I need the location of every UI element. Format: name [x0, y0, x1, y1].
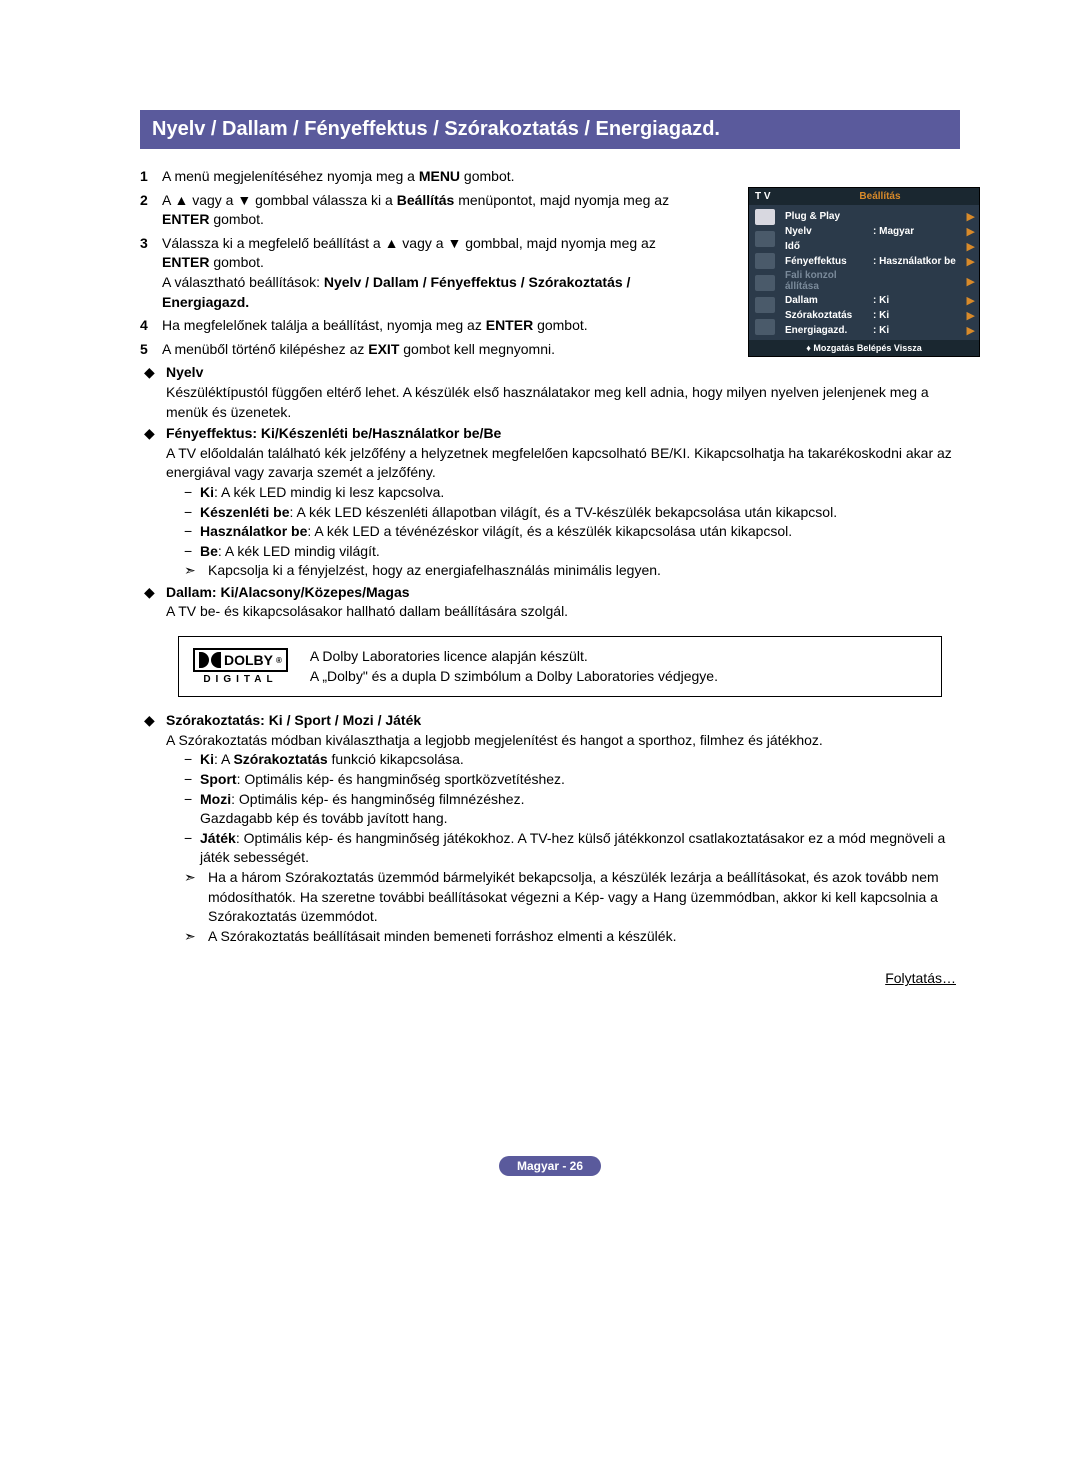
- dolby-logo: DOLBY® DIGITAL: [193, 648, 288, 685]
- osd-icon: [755, 209, 775, 225]
- bullet-text: Készüléktípustól függően eltérő lehet. A…: [166, 384, 929, 420]
- step-row: 3 Válassza ki a megfelelő beállítást a ▲…: [140, 234, 700, 312]
- bullet-text: A TV előoldalán található kék jelzőfény …: [166, 445, 952, 481]
- dash-item: −Be: A kék LED mindig világít.: [166, 542, 960, 562]
- osd-icon: [755, 253, 775, 269]
- osd-row: Energiagazd.: Ki▶: [785, 323, 975, 338]
- osd-row: Szórakoztatás: Ki▶: [785, 308, 975, 323]
- diamond-icon: ◆: [140, 363, 166, 422]
- dash-item: −Mozi: Optimális kép- és hangminőség fil…: [166, 790, 960, 829]
- page-footer: Magyar - 26: [140, 1156, 960, 1176]
- osd-footer: ♦ Mozgatás Belépés Vissza: [749, 340, 979, 356]
- diamond-icon: ◆: [140, 583, 166, 622]
- bullet-fenyeffektus: ◆ Fényeffektus: Ki/Készenléti be/Használ…: [140, 424, 960, 581]
- page-number-pill: Magyar - 26: [499, 1156, 601, 1176]
- dash-item: −Sport: Optimális kép- és hangminőség sp…: [166, 770, 960, 790]
- dolby-line1: A Dolby Laboratories licence alapján kés…: [310, 647, 718, 667]
- step-number: 3: [140, 234, 162, 312]
- step-number: 4: [140, 316, 162, 336]
- step-number: 5: [140, 340, 162, 360]
- note-item: ➣A Szórakoztatás beállításait minden bem…: [166, 927, 960, 947]
- step-text: Ha megfelelőnek találja a beállítást, ny…: [162, 316, 700, 336]
- bullet-title: Nyelv: [166, 364, 203, 380]
- bullet-dallam: ◆ Dallam: Ki/Alacsony/Közepes/Magas A TV…: [140, 583, 960, 622]
- osd-tv-label: T V: [755, 191, 787, 202]
- step-text: A menüből történő kilépéshez az EXIT gom…: [162, 340, 700, 360]
- page-title: Nyelv / Dallam / Fényeffektus / Szórakoz…: [140, 110, 960, 149]
- step-text: Válassza ki a megfelelő beállítást a ▲ v…: [162, 234, 700, 312]
- dolby-digital-label: DIGITAL: [203, 674, 277, 685]
- step-row: 1 A menü megjelenítéséhez nyomja meg a M…: [140, 167, 700, 187]
- note-item: ➣Ha a három Szórakoztatás üzemmód bármel…: [166, 868, 960, 927]
- dash-item: −Ki: A kék LED mindig ki lesz kapcsolva.: [166, 483, 960, 503]
- dolby-dd-icon: [199, 652, 221, 668]
- bullet-title: Szórakoztatás: Ki / Sport / Mozi / Játék: [166, 712, 421, 728]
- step-text: A menü megjelenítéséhez nyomja meg a MEN…: [162, 167, 700, 187]
- dash-item: −Ki: A Szórakoztatás funkció kikapcsolás…: [166, 750, 960, 770]
- continued-label: Folytatás…: [140, 970, 960, 986]
- bullet-text: A TV be- és kikapcsolásakor hallható dal…: [166, 603, 568, 619]
- osd-panel: T V Beállítás Plug & Play▶Nyelv: Magyar▶…: [748, 187, 980, 357]
- diamond-icon: ◆: [140, 711, 166, 946]
- step-text: A ▲ vagy a ▼ gombbal válassza ki a Beáll…: [162, 191, 700, 230]
- osd-row: Plug & Play▶: [785, 209, 975, 224]
- dash-item: −Készenléti be: A kék LED készenléti áll…: [166, 503, 960, 523]
- osd-row: Nyelv: Magyar▶: [785, 224, 975, 239]
- note-item: ➣Kapcsolja ki a fényjelzést, hogy az ene…: [166, 561, 960, 581]
- step-row: 5 A menüből történő kilépéshez az EXIT g…: [140, 340, 700, 360]
- osd-icon: [755, 231, 775, 247]
- dolby-line2: A „Dolby" és a dupla D szimbólum a Dolby…: [310, 667, 718, 687]
- bullet-text: A Szórakoztatás módban kiválaszthatja a …: [166, 732, 823, 748]
- osd-row: Idő▶: [785, 239, 975, 254]
- diamond-icon: ◆: [140, 424, 166, 581]
- osd-row: Fényeffektus: Használatkor be▶: [785, 254, 975, 269]
- dash-item: −Játék: Optimális kép- és hangminőség já…: [166, 829, 960, 868]
- osd-icon: [755, 297, 775, 313]
- osd-icon: [755, 275, 775, 291]
- osd-row: Dallam: Ki▶: [785, 293, 975, 308]
- step-number: 1: [140, 167, 162, 187]
- osd-icon: [755, 319, 775, 335]
- osd-row: Fali konzol állítása▶: [785, 269, 975, 293]
- bullet-nyelv: ◆ Nyelv Készüléktípustól függően eltérő …: [140, 363, 960, 422]
- dolby-box: DOLBY® DIGITAL A Dolby Laboratories lice…: [178, 636, 942, 697]
- step-number: 2: [140, 191, 162, 230]
- step-row: 2 A ▲ vagy a ▼ gombbal válassza ki a Beá…: [140, 191, 700, 230]
- bullet-szorakoztatas: ◆ Szórakoztatás: Ki / Sport / Mozi / Ját…: [140, 711, 960, 946]
- dash-item: −Használatkor be: A kék LED a tévénézésk…: [166, 522, 960, 542]
- osd-list: Plug & Play▶Nyelv: Magyar▶Idő▶Fényeffekt…: [781, 205, 979, 340]
- osd-icon-column: [749, 205, 781, 340]
- step-row: 4 Ha megfelelőnek találja a beállítást, …: [140, 316, 700, 336]
- osd-title: Beállítás: [787, 191, 973, 202]
